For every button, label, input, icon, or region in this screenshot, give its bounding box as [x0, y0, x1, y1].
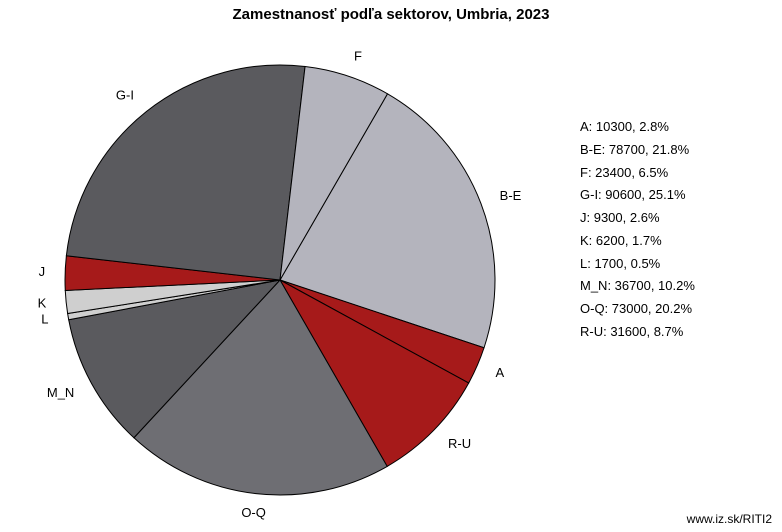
- legend-row-R-U: R-U: 31600, 8.7%: [580, 321, 695, 344]
- slice-label-A: A: [496, 365, 505, 380]
- slice-label-O-Q: O-Q: [241, 505, 266, 520]
- legend-row-K: K: 6200, 1.7%: [580, 230, 695, 253]
- legend-row-G-I: G-I: 90600, 25.1%: [580, 184, 695, 207]
- legend-row-J: J: 9300, 2.6%: [580, 207, 695, 230]
- slice-label-K: K: [38, 295, 47, 310]
- slice-label-B-E: B-E: [500, 188, 522, 203]
- legend: A: 10300, 2.8%B-E: 78700, 21.8%F: 23400,…: [580, 116, 695, 344]
- slice-label-R-U: R-U: [448, 436, 471, 451]
- source-credit: www.iz.sk/RITI2: [687, 512, 772, 526]
- legend-row-L: L: 1700, 0.5%: [580, 253, 695, 276]
- chart-title: Zamestnanosť podľa sektorov, Umbria, 202…: [0, 6, 782, 23]
- slice-label-F: F: [354, 48, 362, 63]
- legend-row-M_N: M_N: 36700, 10.2%: [580, 275, 695, 298]
- slice-label-L: L: [41, 311, 48, 326]
- legend-row-O-Q: O-Q: 73000, 20.2%: [580, 298, 695, 321]
- legend-row-B-E: B-E: 78700, 21.8%: [580, 139, 695, 162]
- legend-row-F: F: 23400, 6.5%: [580, 162, 695, 185]
- slice-label-J: J: [39, 264, 46, 279]
- pie-slice-G-I: [66, 65, 305, 280]
- legend-row-A: A: 10300, 2.8%: [580, 116, 695, 139]
- slice-label-G-I: G-I: [116, 87, 134, 102]
- pie-chart-container: B-E A R-U O-Q M_N LK J G-I F: [20, 30, 540, 520]
- pie-chart-svg: B-E A R-U O-Q M_N LK J G-I F: [20, 30, 540, 520]
- slice-label-M_N: M_N: [47, 385, 74, 400]
